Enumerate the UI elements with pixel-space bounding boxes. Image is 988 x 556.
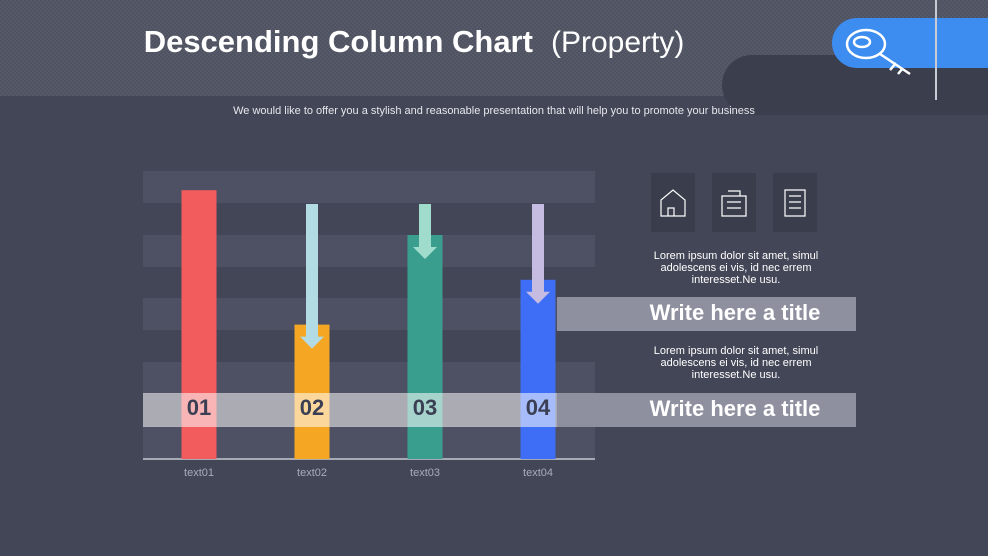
x-tick-label: text01	[184, 467, 214, 479]
arrow	[413, 204, 437, 259]
panel-title: Write here a title	[650, 396, 821, 421]
x-tick-label: text03	[410, 467, 440, 479]
header-shape	[722, 55, 988, 115]
title-box	[557, 297, 856, 331]
subtitle: We would like to offer you a stylish and…	[233, 105, 755, 117]
title-note: (Property)	[551, 26, 684, 59]
panel-text: Lorem ipsum dolor sit amet, simul	[654, 345, 818, 357]
panel-title: Write here a title	[650, 300, 821, 325]
panel-text: interesset.Ne usu.	[692, 274, 781, 286]
highlight-band	[143, 393, 595, 427]
bar-label: 03	[413, 395, 437, 420]
panel-text: adolescens ei vis, id nec errem	[660, 357, 811, 369]
bar	[520, 279, 556, 459]
bar-label: 01	[187, 395, 211, 420]
panel-text: interesset.Ne usu.	[692, 369, 781, 381]
panel-text: adolescens ei vis, id nec errem	[660, 262, 811, 274]
bar-label: 02	[300, 395, 324, 420]
panel-text: Lorem ipsum dolor sit amet, simul	[654, 250, 818, 262]
icons	[651, 173, 817, 232]
stripes	[143, 171, 595, 458]
title-box	[557, 393, 856, 427]
title-main: Descending Column Chart	[144, 24, 533, 59]
title: Descending Column Chart (Property)	[144, 24, 685, 59]
x-tick-label: text02	[297, 467, 327, 479]
x-tick-label: text04	[523, 467, 553, 479]
arrow	[300, 204, 324, 349]
key-icon	[845, 28, 911, 76]
arrow	[526, 204, 550, 304]
bar-label: 04	[526, 395, 551, 420]
